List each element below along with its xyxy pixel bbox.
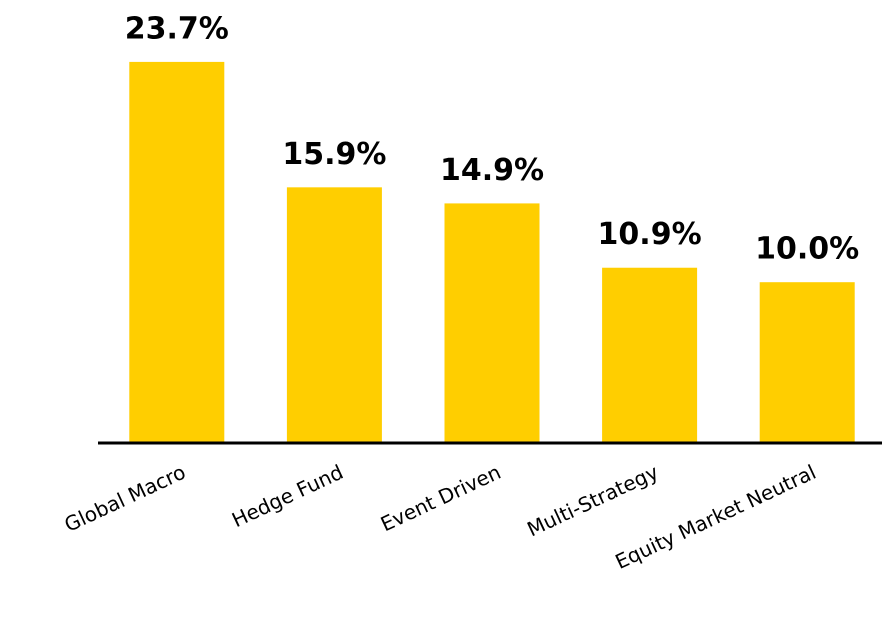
bar — [286, 187, 382, 443]
bar — [444, 203, 540, 443]
data-label: 10.9% — [598, 217, 702, 252]
data-label: 14.9% — [440, 153, 544, 188]
x-tick-label: Global Macro — [61, 460, 190, 537]
bar — [759, 282, 855, 443]
x-tick-label: Multi-Strategy — [523, 460, 662, 542]
data-label: 10.0% — [755, 232, 859, 267]
bar — [602, 267, 698, 443]
bar — [129, 61, 225, 444]
data-label: 15.9% — [282, 137, 386, 172]
data-label: 23.7% — [125, 11, 229, 46]
x-tick-label: Event Driven — [377, 460, 505, 537]
x-tick-label: Hedge Fund — [228, 460, 347, 532]
